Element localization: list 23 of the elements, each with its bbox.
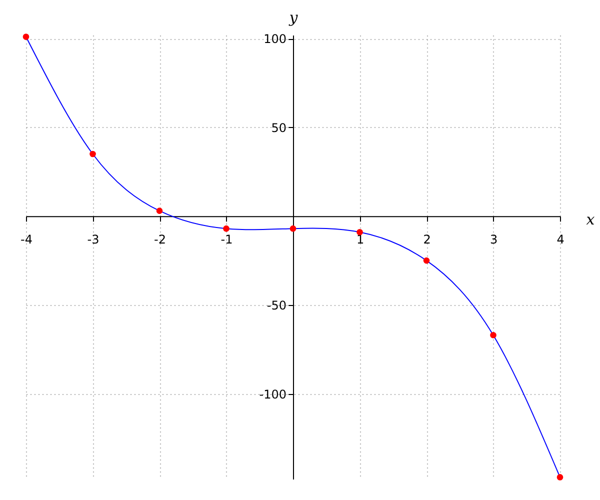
y-tick-label: 100 (264, 32, 286, 46)
point (290, 225, 296, 232)
point (356, 228, 363, 236)
y-axis-title: y (288, 8, 298, 26)
x-tick-label: -3 (87, 232, 100, 247)
x-tick-label: 1 (356, 232, 364, 247)
x-axis-title: x (586, 210, 596, 229)
x-tick-label: 3 (490, 232, 498, 247)
point (22, 34, 30, 40)
x-tick-label: 4 (556, 232, 564, 247)
point (223, 225, 230, 232)
x-tick-label: -1 (220, 232, 233, 247)
point (556, 474, 564, 480)
y-tick-label: -100 (259, 387, 286, 402)
x-tick-label: -4 (20, 232, 32, 247)
point (490, 332, 496, 338)
point (156, 208, 163, 214)
point (423, 257, 430, 264)
y-tick-label: 50 (271, 120, 286, 135)
x-tick-label: 2 (423, 232, 431, 247)
point (90, 150, 96, 158)
y-tick-label: -50 (266, 298, 286, 312)
x-tick-label: -2 (154, 232, 166, 247)
